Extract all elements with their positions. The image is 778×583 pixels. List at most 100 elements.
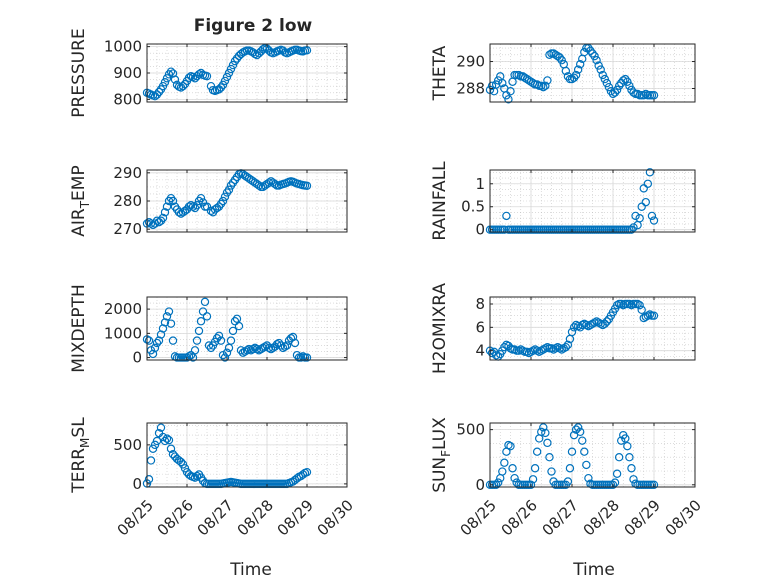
data-point: [154, 87, 164, 97]
data-point: [537, 81, 546, 91]
axes-box: [489, 43, 696, 103]
data-point: [600, 319, 610, 329]
data-point: [643, 179, 653, 188]
data-point: [498, 78, 507, 88]
data-point: [188, 202, 198, 211]
data-point: [557, 55, 566, 65]
data-point: [184, 202, 194, 211]
data-point: [606, 87, 616, 96]
data-point: [202, 71, 212, 81]
data-point: [629, 223, 638, 232]
data-point: [302, 353, 312, 362]
x-tick-label: 08/25: [457, 496, 500, 539]
xlabel-right: Time: [572, 560, 615, 580]
y-tick-label: 4: [475, 342, 485, 360]
data-point: [580, 447, 589, 456]
data-point: [500, 225, 509, 234]
data-point: [276, 341, 286, 350]
x-tick-label: 08/27: [539, 496, 582, 539]
data-point: [627, 464, 636, 473]
data-point: [621, 434, 630, 443]
y-axis-label: RAINFALL: [430, 161, 450, 241]
data-point: [234, 321, 244, 331]
data-point: [216, 336, 226, 345]
data-point: [641, 197, 651, 207]
data-point: [543, 76, 552, 85]
y-tick-label: 6: [475, 318, 485, 336]
data-point: [614, 453, 624, 462]
data-point: [302, 181, 312, 190]
y-tick-label: 900: [113, 64, 142, 82]
data-point: [204, 341, 214, 350]
data-point: [610, 88, 620, 97]
y-tick-label: 800: [113, 90, 142, 108]
y-tick-label: 0: [475, 221, 485, 239]
data-point: [649, 311, 659, 320]
y-tick-label: 0: [475, 476, 485, 494]
x-tick-label: 08/28: [580, 496, 623, 539]
data-point: [150, 440, 160, 450]
axes-box: [489, 422, 696, 488]
data-point: [502, 211, 511, 221]
data-point: [222, 348, 232, 357]
data-point: [649, 216, 659, 225]
data-point: [623, 441, 632, 451]
data-point: [154, 336, 164, 345]
data-point: [530, 464, 540, 473]
data-point: [164, 435, 174, 445]
data-point: [594, 61, 603, 70]
y-tick-label: 0.5: [461, 198, 485, 216]
data-point: [571, 70, 581, 80]
data-point: [614, 81, 624, 91]
data-point: [220, 192, 230, 201]
y-axis-label: MIXDEPTH: [69, 284, 89, 373]
data-point: [528, 475, 538, 484]
data-point: [296, 353, 306, 362]
data-point: [610, 478, 620, 487]
data-point: [178, 460, 188, 469]
data-point: [612, 85, 622, 95]
data-point: [166, 319, 176, 328]
data-point: [158, 81, 168, 91]
data-point: [162, 202, 172, 211]
data-point: [196, 193, 206, 203]
air-temp-panel: 270 280 290 AIRTEMP: [69, 164, 348, 238]
rainfall-panel: 0 0.5 1 RAINFALL: [430, 161, 696, 241]
data-point: [563, 477, 573, 486]
data-point: [280, 342, 290, 351]
data-point: [639, 184, 648, 193]
data-point: [602, 317, 612, 326]
data-point: [220, 76, 230, 86]
data-point: [224, 68, 234, 78]
data-point: [619, 76, 628, 85]
data-point: [194, 70, 204, 79]
x-tick-label: 08/30: [314, 496, 357, 539]
plot-area: [147, 423, 347, 487]
x-tick-label: 08/29: [621, 496, 664, 539]
xlabel-left: Time: [229, 560, 272, 580]
data-point: [571, 425, 581, 434]
data-point: [623, 77, 632, 86]
data-point: [573, 423, 583, 432]
data-point: [144, 336, 154, 345]
data-point: [170, 75, 180, 84]
data-point: [537, 427, 546, 437]
data-point: [494, 478, 503, 487]
data-point: [228, 60, 238, 70]
data-point: [192, 471, 202, 481]
data-point: [258, 45, 268, 54]
axes-box: [489, 296, 696, 361]
y-tick-label: 8: [475, 295, 485, 313]
data-point: [202, 312, 212, 321]
x-tick-label: 08/26: [498, 496, 541, 539]
data-point: [270, 179, 280, 189]
data-point: [190, 346, 200, 355]
data-point: [160, 78, 170, 87]
data-point: [252, 344, 262, 354]
data-point: [498, 467, 507, 476]
data-point: [545, 50, 554, 59]
data-point: [541, 81, 550, 91]
data-point: [164, 307, 174, 316]
data-point: [168, 336, 178, 345]
